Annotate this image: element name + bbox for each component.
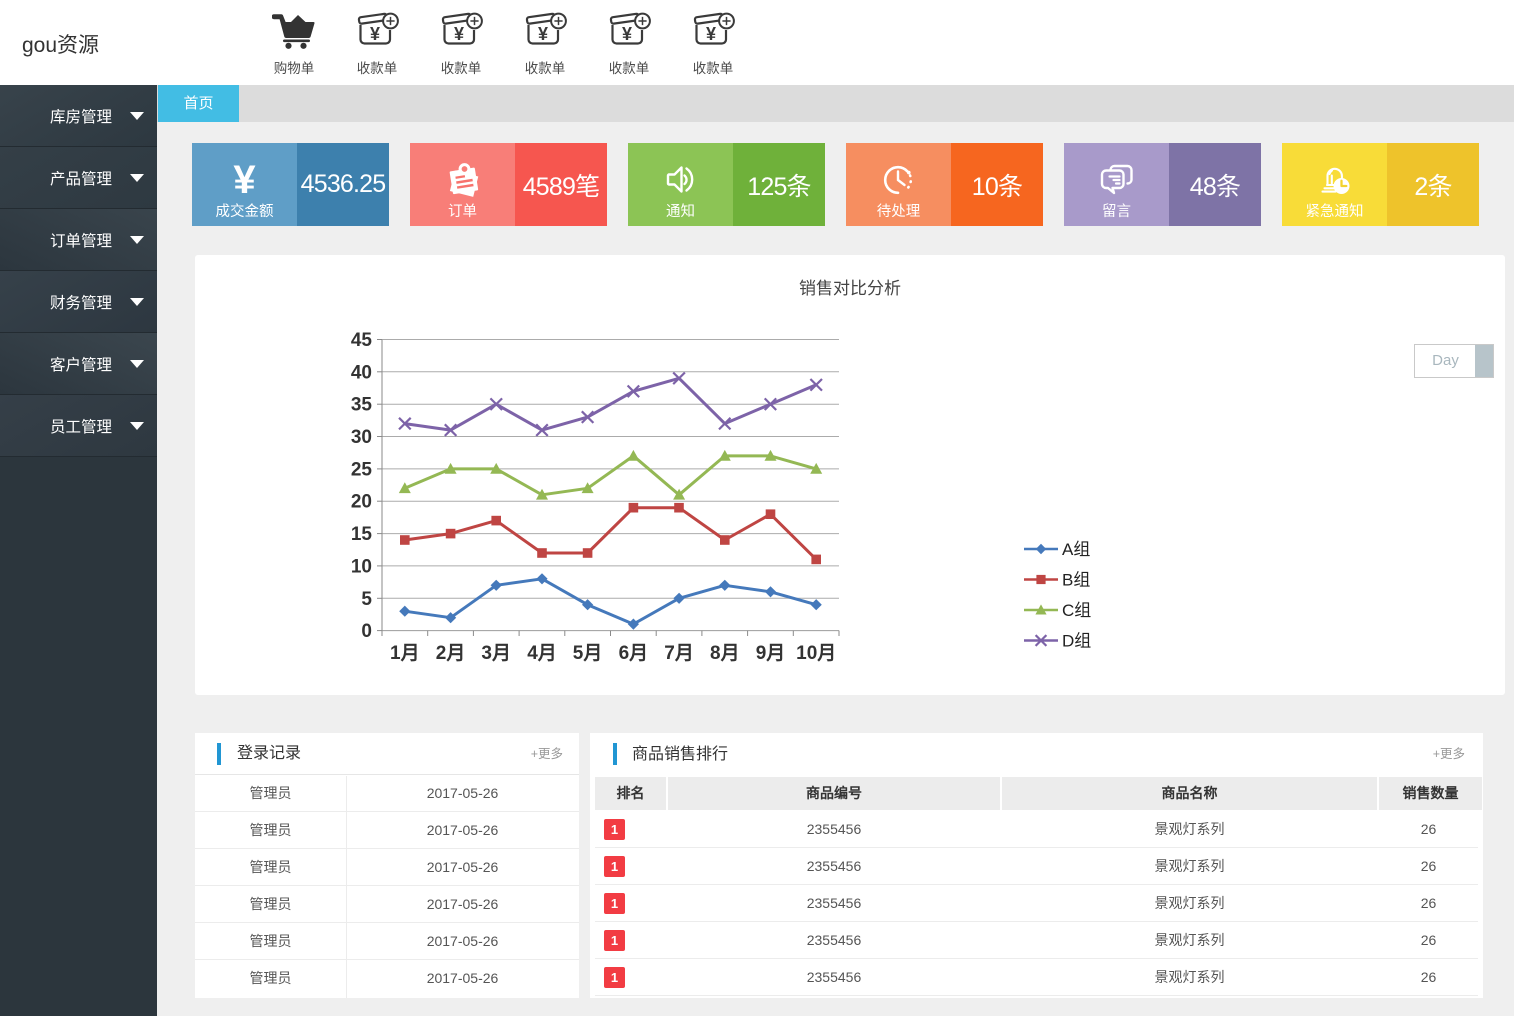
svg-text:10: 10	[351, 556, 372, 577]
svg-text:1月: 1月	[390, 643, 420, 664]
svg-text:3月: 3月	[481, 643, 511, 664]
svg-text:6月: 6月	[619, 643, 649, 664]
svg-text:9月: 9月	[756, 643, 786, 664]
svg-text:¥: ¥	[538, 24, 548, 44]
svg-text:C组: C组	[1062, 601, 1091, 620]
svg-text:20: 20	[351, 492, 372, 513]
svg-text:40: 40	[351, 362, 372, 383]
svg-text:¥: ¥	[454, 24, 464, 44]
svg-text:30: 30	[351, 427, 372, 448]
svg-text:0: 0	[361, 621, 372, 642]
svg-text:B组: B组	[1062, 571, 1090, 590]
svg-text:¥: ¥	[622, 24, 632, 44]
svg-text:2月: 2月	[436, 643, 466, 664]
svg-text:¥: ¥	[370, 24, 380, 44]
svg-text:4月: 4月	[527, 643, 557, 664]
svg-text:8月: 8月	[710, 643, 740, 664]
svg-text:D组: D组	[1062, 632, 1091, 651]
svg-text:¥: ¥	[706, 24, 716, 44]
svg-text:45: 45	[351, 330, 373, 351]
svg-text:25: 25	[351, 459, 373, 480]
svg-text:35: 35	[351, 395, 373, 416]
svg-text:5: 5	[361, 589, 372, 610]
svg-text:5月: 5月	[573, 643, 603, 664]
svg-text:A组: A组	[1062, 540, 1090, 559]
svg-text:10月: 10月	[796, 643, 836, 664]
svg-text:7月: 7月	[664, 643, 694, 664]
svg-text:15: 15	[351, 524, 373, 545]
